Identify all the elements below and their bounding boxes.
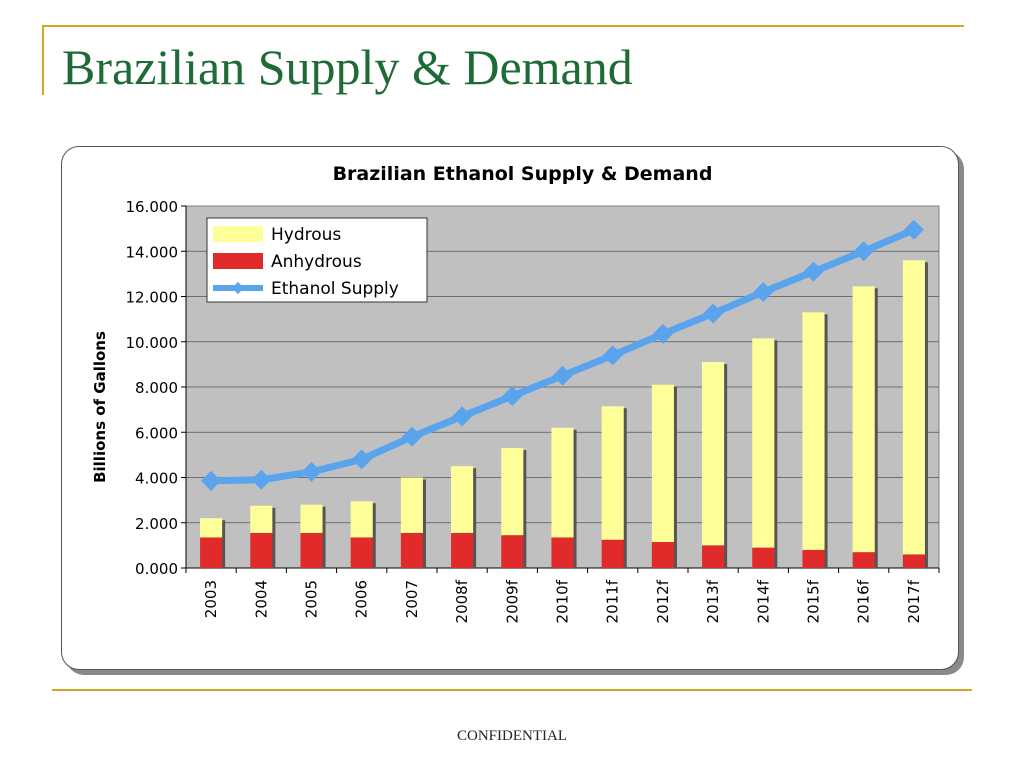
slide-title: Brazilian Supply & Demand [62,39,633,95]
bar-anhydrous [350,537,373,568]
legend-swatch [213,226,263,242]
supply-marker [703,303,724,324]
bar-hydrous [702,362,725,546]
supply-marker [903,219,924,240]
legend-label: Anhydrous [271,252,362,272]
bar-hydrous [601,406,624,540]
bar-hydrous [451,466,474,533]
y-tick-label: 14.000 [126,243,179,261]
footer-confidential: CONFIDENTIAL [457,728,567,744]
title-accent-line [42,25,44,95]
x-tick-label: 2011f [604,579,622,623]
x-tick-label: 2008f [453,579,471,623]
bar-anhydrous [902,554,925,568]
chart-card: Brazilian Ethanol Supply & Demand 0.000 2.… [61,146,959,670]
supply-marker [502,386,523,407]
x-tick-label: 2006 [353,580,371,618]
supply-marker [753,281,774,302]
bar-anhydrous [400,532,423,568]
y-tick-label: 0.000 [135,560,178,578]
supply-marker [652,323,673,344]
x-tick-label: 2007 [403,580,421,618]
bar-anhydrous [852,552,875,568]
top-rule [42,25,964,27]
supply-marker [201,470,222,491]
supply-marker [853,241,874,262]
bar-anhydrous [501,535,524,568]
y-tick-label: 12.000 [126,289,179,307]
bar-hydrous [400,477,423,533]
bar-hydrous [852,286,875,553]
supply-marker [401,426,422,447]
x-tick-label: 2010f [554,579,572,623]
bar-anhydrous [702,545,725,568]
y-tick-label: 16.000 [126,198,179,216]
bar-hydrous [501,448,524,536]
x-tick-label: 2003 [202,580,220,618]
bar-anhydrous [651,541,674,568]
x-tick-label: 2013f [704,579,722,623]
supply-marker [552,365,573,386]
bar-anhydrous [451,532,474,568]
bar-anhydrous [551,537,574,568]
bar-hydrous [752,338,775,548]
bar-hydrous [300,504,323,533]
bar-anhydrous [601,539,624,568]
x-tick-label: 2012f [654,579,672,623]
bar-anhydrous [200,537,223,568]
y-tick-label: 6.000 [135,424,178,442]
bottom-rule [52,689,972,691]
x-tick-label: 2005 [303,580,321,618]
y-tick-label: 8.000 [135,379,178,397]
supply-marker [452,406,473,427]
legend-label: Ethanol Supply [271,279,399,299]
chart-title: Brazilian Ethanol Supply & Demand [333,163,713,185]
x-tick-label: 2014f [754,579,772,623]
x-tick-label: 2004 [252,580,270,618]
x-tick-label: 2015f [805,579,823,623]
y-tick-label: 10.000 [126,334,179,352]
bar-hydrous [551,427,574,538]
y-tick-label: 4.000 [135,470,178,488]
bar-hydrous [651,384,674,542]
supply-marker [602,345,623,366]
legend-label: Hydrous [271,225,341,245]
supply-marker [301,461,322,482]
bar-hydrous [802,312,825,550]
x-tick-label: 2017f [905,579,923,623]
bar-hydrous [200,518,223,538]
supply-marker [803,261,824,282]
bar-anhydrous [250,532,273,568]
y-tick-label: 2.000 [135,515,178,533]
bar-hydrous [250,505,273,533]
ethanol-chart: Brazilian Ethanol Supply & Demand 0.000 2.… [91,163,940,623]
bar-hydrous [902,260,925,555]
bar-anhydrous [300,532,323,568]
y-axis-label: Billions of Gallons [91,331,109,483]
bar-anhydrous [802,549,825,568]
x-tick-label: 2016f [855,579,873,623]
legend-marker [232,282,244,294]
bar-hydrous [350,501,373,538]
legend-swatch [213,253,263,269]
supply-marker [351,449,372,470]
x-tick-label: 2009f [503,579,521,623]
bar-anhydrous [752,547,775,568]
